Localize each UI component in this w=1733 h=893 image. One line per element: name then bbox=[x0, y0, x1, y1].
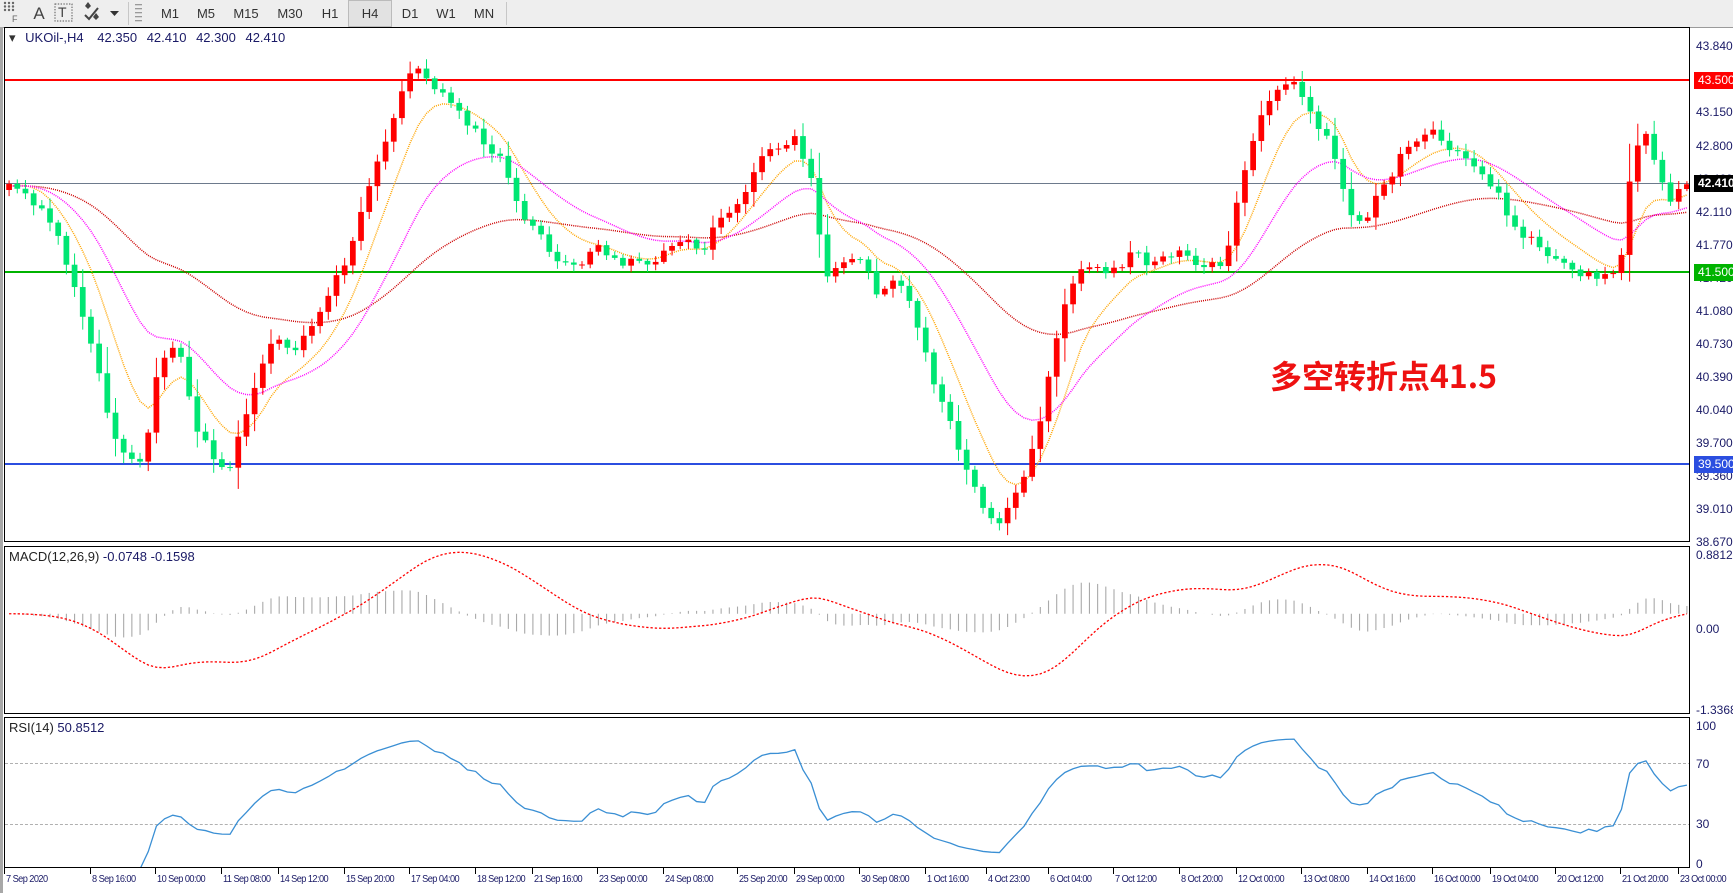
svg-text:F: F bbox=[12, 14, 18, 24]
svg-text:T: T bbox=[58, 4, 67, 20]
